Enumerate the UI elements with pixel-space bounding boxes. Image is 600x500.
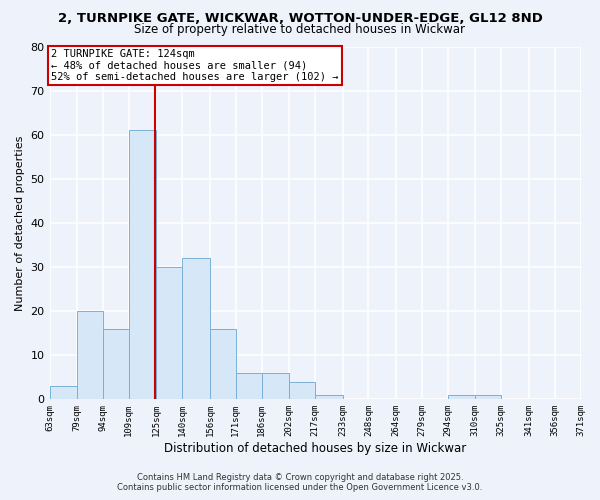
Bar bbox=[103, 329, 129, 400]
Y-axis label: Number of detached properties: Number of detached properties bbox=[15, 135, 25, 310]
Bar bbox=[210, 329, 236, 400]
Bar bbox=[129, 130, 157, 400]
Bar bbox=[157, 267, 182, 400]
Bar bbox=[475, 395, 501, 400]
Bar bbox=[182, 258, 210, 400]
Text: 2 TURNPIKE GATE: 124sqm
← 48% of detached houses are smaller (94)
52% of semi-de: 2 TURNPIKE GATE: 124sqm ← 48% of detache… bbox=[51, 48, 339, 82]
Text: Contains HM Land Registry data © Crown copyright and database right 2025.
Contai: Contains HM Land Registry data © Crown c… bbox=[118, 473, 482, 492]
Bar bbox=[77, 311, 103, 400]
Text: 2, TURNPIKE GATE, WICKWAR, WOTTON-UNDER-EDGE, GL12 8ND: 2, TURNPIKE GATE, WICKWAR, WOTTON-UNDER-… bbox=[58, 12, 542, 26]
Text: Size of property relative to detached houses in Wickwar: Size of property relative to detached ho… bbox=[134, 22, 466, 36]
Bar bbox=[289, 382, 315, 400]
Bar bbox=[448, 395, 475, 400]
Bar bbox=[315, 395, 343, 400]
Bar bbox=[50, 386, 77, 400]
Bar bbox=[262, 373, 289, 400]
Bar bbox=[236, 373, 262, 400]
X-axis label: Distribution of detached houses by size in Wickwar: Distribution of detached houses by size … bbox=[164, 442, 466, 455]
